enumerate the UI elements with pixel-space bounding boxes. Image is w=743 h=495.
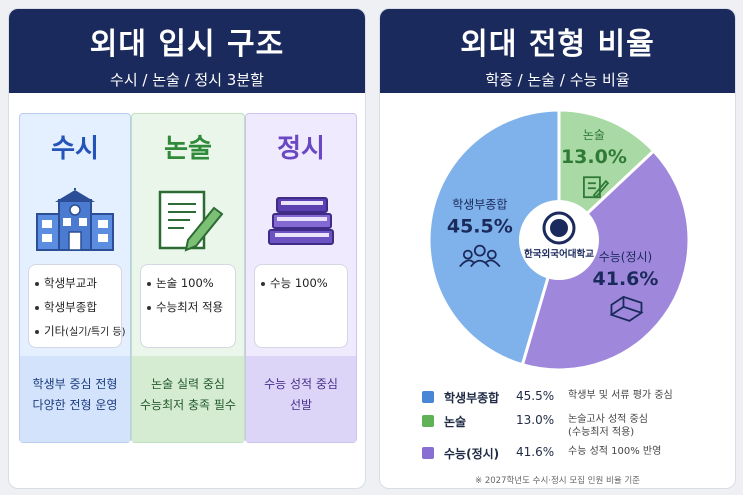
- admission-structure-title: 외대 입시 구조: [89, 27, 285, 62]
- footer-line: 수능 성적 중심: [264, 377, 338, 391]
- column-title: 정시: [277, 134, 325, 164]
- admission-ratio-title: 외대 전형 비율: [460, 27, 655, 62]
- legend-name: 논술: [444, 415, 467, 429]
- ratio-pie-chart: 한국외국어대학교 학생부종합 45.5% 논술 13.0% 수능(정시) 41.6%: [427, 108, 691, 372]
- paper-pen-icon: [583, 176, 610, 199]
- list-item: 기타(실기/특기 등): [35, 319, 126, 345]
- slice-value-label: 41.6%: [593, 268, 659, 290]
- list-item: 학생부종합: [35, 295, 117, 319]
- footer-line: 논술 실력 중심: [151, 377, 225, 391]
- legend-percent: 13.0%: [516, 413, 555, 427]
- slice-label: 수능(정시): [599, 250, 653, 264]
- paper-pen-icon: [132, 178, 244, 262]
- legend-description: 학생부 및 서류 평가 중심: [568, 390, 673, 401]
- column-items: 수능 100%: [254, 264, 348, 348]
- list-item: 논술 100%: [147, 271, 231, 295]
- pie-slice: [557, 108, 656, 244]
- list-item: 수능최저 적용: [147, 295, 231, 319]
- column-nonsul: 논술 논술 100% 수능최저 적용 논술 실력 중심 수능최저 충족 필수: [131, 113, 245, 443]
- legend-item: 수능(정시) 41.6% 수능 성적 100% 반영: [422, 445, 722, 469]
- university-seal-icon: [550, 219, 568, 237]
- legend-swatch: [422, 447, 434, 459]
- admission-structure-header: 외대 입시 구조 수시 / 논술 / 정시 3분할: [9, 9, 365, 93]
- column-footer: 수능 성적 중심 선발: [246, 356, 356, 442]
- column-jeongsi: 정시 수능 100% 수능 성적 중심 선발: [245, 113, 357, 443]
- column-susi: 수시 학생부교과 학생부종: [19, 113, 131, 443]
- admission-columns: 수시 학생부교과 학생부종: [19, 113, 357, 443]
- item-note: (실기/특기 등): [65, 327, 126, 338]
- pie-slice: [427, 108, 561, 367]
- legend-item: 논술 13.0% 논술고사 성적 중심 (수능최저 적용): [422, 413, 722, 445]
- legend-item: 학생부종합 45.5% 학생부 및 서류 평가 중심: [422, 389, 722, 413]
- book-icon: [609, 295, 644, 322]
- center-label: 한국외국어대학교: [524, 248, 594, 260]
- pie-slice: [520, 148, 691, 372]
- people-icon: [459, 244, 501, 268]
- slice-label: 논술: [583, 128, 605, 142]
- list-item: 수능 100%: [261, 271, 343, 295]
- slice-value-label: 13.0%: [561, 146, 627, 168]
- footer-line: 선발: [289, 398, 313, 412]
- column-title: 수시: [51, 134, 99, 164]
- admission-ratio-card: 외대 전형 비율 학종 / 논술 / 수능 비율 한국외국어대학교 학생부종합 45…: [379, 8, 736, 489]
- column-items: 논술 100% 수능최저 적용: [140, 264, 236, 348]
- list-item: 학생부교과: [35, 271, 117, 295]
- slice-label: 학생부종합: [452, 198, 507, 212]
- admission-structure-card: 외대 입시 구조 수시 / 논술 / 정시 3분할 수시: [8, 8, 366, 489]
- legend-description: 논술고사 성적 중심 (수능최저 적용): [568, 414, 648, 438]
- books-icon: [246, 178, 356, 262]
- school-building-icon: [20, 178, 130, 262]
- column-footer: 논술 실력 중심 수능최저 충족 필수: [132, 356, 244, 442]
- admission-structure-subtitle: 수시 / 논술 / 정시 3분할: [110, 71, 264, 89]
- admission-ratio-header: 외대 전형 비율 학종 / 논술 / 수능 비율: [380, 9, 735, 93]
- legend-swatch: [422, 415, 434, 427]
- slice-value-label: 45.5%: [447, 216, 513, 238]
- legend-percent: 41.6%: [516, 445, 555, 459]
- legend-description: 수능 성적 100% 반영: [568, 446, 662, 457]
- legend-swatch: [422, 391, 434, 403]
- legend-percent: 45.5%: [516, 389, 555, 403]
- legend-name: 수능(정시): [444, 447, 500, 461]
- footnote: ※ 2027학년도 수시·정시 모집 인원 비율 기준: [475, 476, 640, 486]
- column-items: 학생부교과 학생부종합 기타(실기/특기 등): [28, 264, 126, 348]
- footer-line: 다양한 전형 운영: [32, 398, 118, 412]
- column-title: 논술: [164, 134, 212, 164]
- legend-name: 학생부종합: [444, 391, 500, 405]
- chart-legend: 학생부종합 45.5% 학생부 및 서류 평가 중심 논술 13.0% 논술고사…: [422, 389, 722, 469]
- admission-ratio-subtitle: 학종 / 논술 / 수능 비율: [485, 71, 630, 89]
- footer-line: 학생부 중심 전형: [32, 377, 118, 391]
- column-footer: 학생부 중심 전형 다양한 전형 운영: [20, 356, 130, 442]
- footer-line: 수능최저 충족 필수: [140, 398, 236, 412]
